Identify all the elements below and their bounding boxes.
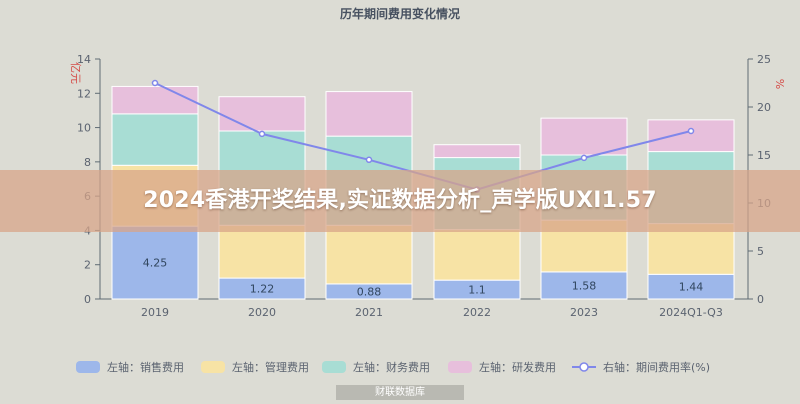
expense-rate-point [687, 127, 695, 135]
admin-segment [325, 224, 413, 285]
sales-data-label: 1.1 [468, 284, 486, 297]
x-tick-label: 2024Q1-Q3 [659, 306, 723, 319]
expense-rate-point [365, 156, 373, 164]
right-tick-label: 5 [757, 245, 764, 258]
legend-label: 左轴：销售费用 [107, 360, 184, 374]
right-axis-label: % [773, 79, 786, 89]
sales-data-label: 0.88 [357, 285, 382, 298]
legend-label: 左轴：管理费用 [232, 360, 309, 374]
legend-swatch [448, 361, 472, 373]
expense-rate-point [580, 154, 588, 162]
x-tick-label: 2021 [355, 306, 383, 319]
sales-data-label: 4.25 [143, 257, 168, 270]
overlay-band [0, 170, 800, 232]
legend-swatch [322, 361, 346, 373]
x-tick-label: 2019 [141, 306, 169, 319]
sales-data-label: 1.44 [679, 281, 704, 294]
chart-title: 历年期间费用变化情况 [340, 6, 460, 21]
right-tick-label: 0 [757, 293, 764, 306]
sales-segment [647, 273, 735, 300]
admin-segment [433, 229, 521, 281]
legend-label: 右轴：期间费用率(%) [603, 360, 710, 374]
rd-segment [218, 96, 306, 132]
bottom-watermark: 财联数据库 [0, 385, 800, 400]
x-tick-label: 2020 [248, 306, 276, 319]
left-tick-label: 14 [77, 53, 91, 66]
rd-segment [325, 91, 413, 137]
rd-segment [111, 85, 199, 115]
left-tick-label: 2 [84, 259, 91, 272]
x-tick-label: 2022 [463, 306, 491, 319]
legend-line-marker [579, 362, 589, 372]
left-tick-label: 12 [77, 87, 91, 100]
left-tick-label: 10 [77, 122, 91, 135]
right-tick-label: 20 [757, 101, 771, 114]
expense-rate-point [151, 79, 159, 87]
left-axis-label: 亿元 [69, 62, 82, 84]
sales-segment [540, 271, 628, 300]
x-labels: 2019 2020 2021 2022 2023 2024Q1-Q3 [141, 306, 723, 319]
finance-segment [111, 113, 199, 166]
rd-segment [647, 119, 735, 153]
left-tick-label: 0 [84, 293, 91, 306]
legend-label: 左轴：财务费用 [353, 360, 430, 374]
sales-segment [111, 225, 199, 300]
admin-segment [218, 224, 306, 279]
sales-data-label: 1.58 [572, 279, 597, 292]
legend: 左轴：销售费用 左轴：管理费用 左轴：财务费用 左轴：研发费用 右轴：期间费用率(%) [76, 360, 710, 374]
overlay-title: 2024香港开奖结果,实证数据分析_声学版UXI1.57 [143, 188, 657, 213]
x-tick-label: 2023 [570, 306, 598, 319]
rd-segment [433, 144, 521, 159]
right-tick-label: 15 [757, 149, 771, 162]
sales-data-label: 1.22 [250, 283, 275, 296]
legend-label: 左轴：研发费用 [479, 360, 556, 374]
expense-rate-point [258, 130, 266, 138]
right-tick-label: 25 [757, 53, 771, 66]
left-tick-label: 8 [84, 156, 91, 169]
legend-swatch [76, 361, 100, 373]
legend-swatch [201, 361, 225, 373]
